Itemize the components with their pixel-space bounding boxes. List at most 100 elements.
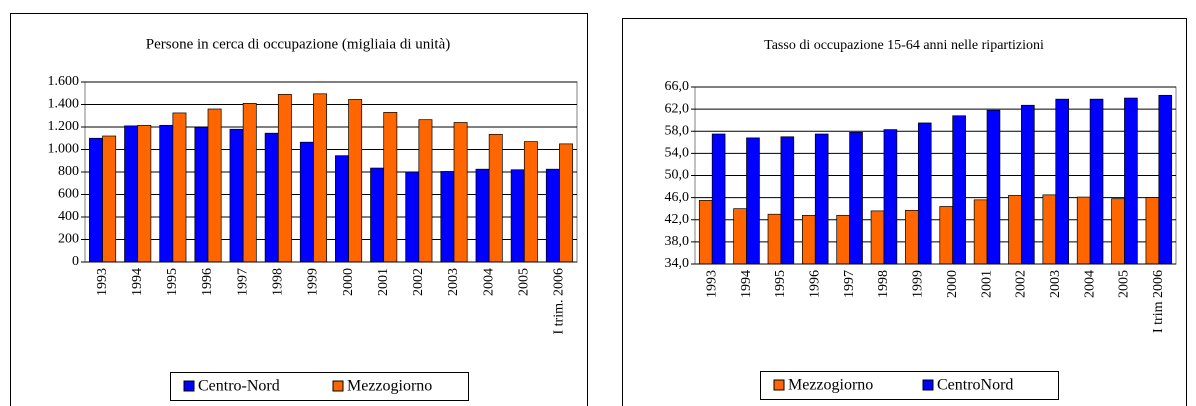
x-tick-label: 2001 bbox=[376, 268, 391, 296]
bar bbox=[746, 137, 760, 265]
bar bbox=[1145, 197, 1160, 265]
y-tick-label: 800 bbox=[58, 164, 79, 179]
x-tick-label: 2005 bbox=[517, 268, 532, 296]
x-tick-label: 1995 bbox=[773, 270, 788, 298]
legend-label: Mezzogiorno bbox=[347, 378, 432, 395]
bar bbox=[870, 210, 885, 265]
bar bbox=[137, 124, 152, 263]
bar bbox=[124, 125, 139, 263]
x-tick-label: 1995 bbox=[165, 268, 180, 296]
x-tick-label: 2005 bbox=[1117, 270, 1132, 298]
bar bbox=[698, 200, 713, 265]
bar bbox=[89, 137, 103, 263]
x-tick-label: 1993 bbox=[95, 268, 110, 296]
y-tick-label: 38,0 bbox=[665, 234, 690, 249]
bar bbox=[1124, 97, 1138, 265]
x-tick-label: 1999 bbox=[911, 270, 926, 298]
bar bbox=[335, 155, 349, 263]
x-tick-label: 1994 bbox=[130, 268, 145, 296]
x-tick-label: 2002 bbox=[411, 268, 426, 296]
legend-swatch bbox=[332, 380, 344, 392]
bar bbox=[1008, 195, 1022, 265]
x-tick-label: 2003 bbox=[446, 268, 461, 296]
bar bbox=[883, 129, 898, 265]
bar bbox=[1089, 98, 1104, 265]
legend-box bbox=[760, 371, 1059, 400]
bar bbox=[194, 127, 209, 263]
bar bbox=[313, 93, 327, 263]
bar bbox=[277, 94, 292, 263]
bar bbox=[1021, 104, 1035, 265]
legend-label: Centro-Nord bbox=[198, 378, 280, 395]
bar bbox=[952, 115, 966, 265]
bar bbox=[767, 213, 782, 265]
y-tick-label: 66,0 bbox=[665, 79, 690, 94]
bar bbox=[780, 136, 795, 265]
x-tick-label: 2000 bbox=[341, 268, 356, 296]
bar bbox=[475, 168, 490, 263]
y-tick-label: 46,0 bbox=[665, 190, 690, 205]
bar bbox=[905, 209, 919, 265]
legend-label: Mezzogiorno bbox=[788, 377, 873, 394]
bar bbox=[545, 168, 560, 263]
bar bbox=[299, 141, 314, 263]
bar bbox=[523, 141, 538, 263]
y-tick-label: 50,0 bbox=[665, 168, 690, 183]
bar bbox=[973, 199, 988, 265]
bar bbox=[1158, 94, 1173, 265]
bar bbox=[264, 132, 279, 263]
bar bbox=[559, 143, 573, 263]
bar bbox=[229, 128, 244, 263]
y-tick-label: 1.600 bbox=[48, 74, 80, 89]
y-tick-label: 0 bbox=[72, 254, 79, 269]
y-tick-label: 400 bbox=[58, 209, 79, 224]
y-tick-label: 200 bbox=[58, 232, 79, 247]
bar bbox=[986, 109, 1001, 265]
x-tick-label: 2000 bbox=[945, 270, 960, 298]
x-tick-label: 2003 bbox=[1048, 270, 1063, 298]
bar bbox=[383, 112, 398, 263]
bar bbox=[917, 122, 932, 265]
legend-label: CentroNord bbox=[937, 377, 1013, 394]
legend-swatch bbox=[922, 379, 934, 391]
bar bbox=[1042, 194, 1057, 265]
bar bbox=[510, 169, 525, 263]
x-tick-label: 1996 bbox=[200, 268, 215, 296]
bar bbox=[1055, 98, 1069, 265]
x-tick-label: 1994 bbox=[739, 270, 754, 298]
legend-box bbox=[170, 372, 469, 401]
y-tick-label: 34,0 bbox=[665, 256, 690, 271]
y-tick-label: 1.200 bbox=[48, 119, 80, 134]
bar bbox=[159, 124, 174, 263]
x-tick-label: 1997 bbox=[235, 268, 250, 296]
bar bbox=[836, 214, 850, 265]
x-tick-label: 1993 bbox=[704, 270, 719, 298]
x-tick-label: 2004 bbox=[481, 268, 496, 296]
bar bbox=[207, 108, 222, 263]
bar bbox=[814, 133, 829, 265]
legend-swatch bbox=[773, 379, 785, 391]
x-tick-label: 1998 bbox=[271, 268, 286, 296]
bar bbox=[488, 133, 503, 263]
y-tick-label: 54,0 bbox=[665, 146, 690, 161]
bar bbox=[242, 103, 257, 263]
bar bbox=[849, 132, 863, 265]
bar bbox=[370, 167, 385, 263]
bar bbox=[733, 208, 747, 265]
bar bbox=[802, 214, 816, 265]
legend-swatch bbox=[183, 380, 195, 392]
y-tick-label: 600 bbox=[58, 187, 79, 202]
x-tick-label: 2001 bbox=[979, 270, 994, 298]
chart-title: Persone in cerca di occupazione (migliai… bbox=[146, 36, 450, 52]
bar bbox=[711, 133, 726, 265]
x-tick-label: I trim. 2006 bbox=[552, 268, 567, 335]
bar bbox=[939, 206, 954, 265]
x-tick-label: 1998 bbox=[876, 270, 891, 298]
chart-title: Tasso di occupazione 15-64 anni nelle ri… bbox=[764, 38, 1044, 53]
bar bbox=[102, 135, 117, 263]
y-tick-label: 58,0 bbox=[665, 123, 690, 138]
bar bbox=[453, 122, 468, 263]
x-tick-label: 2004 bbox=[1082, 270, 1097, 298]
x-tick-label: 1997 bbox=[842, 270, 857, 298]
